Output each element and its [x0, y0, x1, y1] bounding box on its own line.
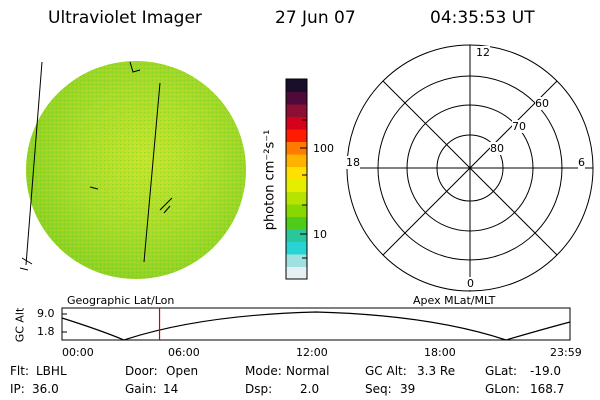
colorbar-band: [286, 204, 307, 217]
info-glon-label: GLon:: [485, 382, 520, 396]
info-gain-label: Gain:: [125, 382, 157, 396]
colorbar-band: [286, 179, 307, 192]
coastline-line: [89, 186, 99, 190]
time-tick-2359: 23:59: [550, 346, 582, 359]
mlt-label-18: 18: [346, 156, 360, 169]
colorbar-band: [286, 191, 307, 205]
info-flt-label: Flt:: [10, 364, 29, 378]
colorbar-band: [286, 166, 307, 180]
observation-date: 27 Jun 07: [275, 8, 356, 28]
gc-alt-tick-1-8: 1.8: [37, 325, 55, 338]
colorbar-band: [286, 91, 307, 105]
observation-time: 04:35:53 UT: [430, 8, 535, 28]
colorbar-band: [286, 154, 307, 167]
info-glat-value: -19.0: [530, 364, 562, 378]
colorbar-band: [286, 104, 307, 117]
time-tick-0600: 06:00: [168, 346, 200, 359]
instrument-title: Ultraviolet Imager: [48, 8, 202, 28]
info-seq-value: 39: [400, 382, 416, 396]
colorbar-tick-100: 100: [313, 142, 334, 155]
info-mode-label: Mode:: [245, 364, 282, 378]
mlt-label-12: 12: [476, 46, 490, 59]
info-gain-value: 14: [163, 382, 179, 396]
mlt-label-6: 6: [578, 156, 585, 169]
altitude-curve: [61, 311, 571, 341]
info-glat-label: GLat:: [485, 364, 518, 378]
colorbar-band: [286, 254, 307, 267]
colorbar-band: [286, 129, 307, 142]
coastline-line: [159, 197, 173, 214]
info-gcalt-value: 3.3 Re: [417, 364, 456, 378]
mlat-ring-70: 70: [512, 120, 526, 133]
mlat-ring-80: 80: [490, 142, 504, 155]
mlat-ring-60: 60: [535, 97, 549, 110]
colorbar-tick-10: 10: [313, 228, 327, 241]
gc-alt-tick-9: 9.0: [37, 307, 55, 320]
apex-title: Apex MLat/MLT: [413, 294, 496, 307]
colorbar-band: [286, 266, 307, 280]
colorbar-band: [286, 241, 307, 255]
info-gcalt-label: GC Alt:: [365, 364, 407, 378]
colorbar-band: [286, 116, 307, 130]
info-seq-label: Seq:: [365, 382, 392, 396]
geographic-title: Geographic Lat/Lon: [67, 294, 175, 307]
time-tick-0000: 00:00: [62, 346, 94, 359]
colorbar-band: [286, 141, 307, 155]
colorbar-band: [286, 229, 307, 242]
info-ip-value: 36.0: [32, 382, 59, 396]
info-dsp-label: Dsp:: [245, 382, 273, 396]
colorbar-band: [286, 79, 307, 92]
info-door-label: Door:: [125, 364, 158, 378]
info-ip-label: IP:: [10, 382, 25, 396]
info-door-value: Open: [166, 364, 199, 378]
info-glon-value: 168.7: [530, 382, 565, 396]
time-tick-1800: 18:00: [424, 346, 456, 359]
info-mode-value: Normal: [286, 364, 330, 378]
coastline-line: [143, 82, 161, 263]
time-tick-1200: 12:00: [296, 346, 328, 359]
coastline-line: [129, 61, 141, 73]
mlt-label-0: 0: [467, 277, 474, 290]
coastline-line: [19, 257, 33, 271]
colorbar-band: [286, 216, 307, 230]
info-flt-value: LBHL: [36, 364, 67, 378]
coastline-line: [25, 61, 43, 266]
info-dsp-value: 2.0: [300, 382, 320, 396]
